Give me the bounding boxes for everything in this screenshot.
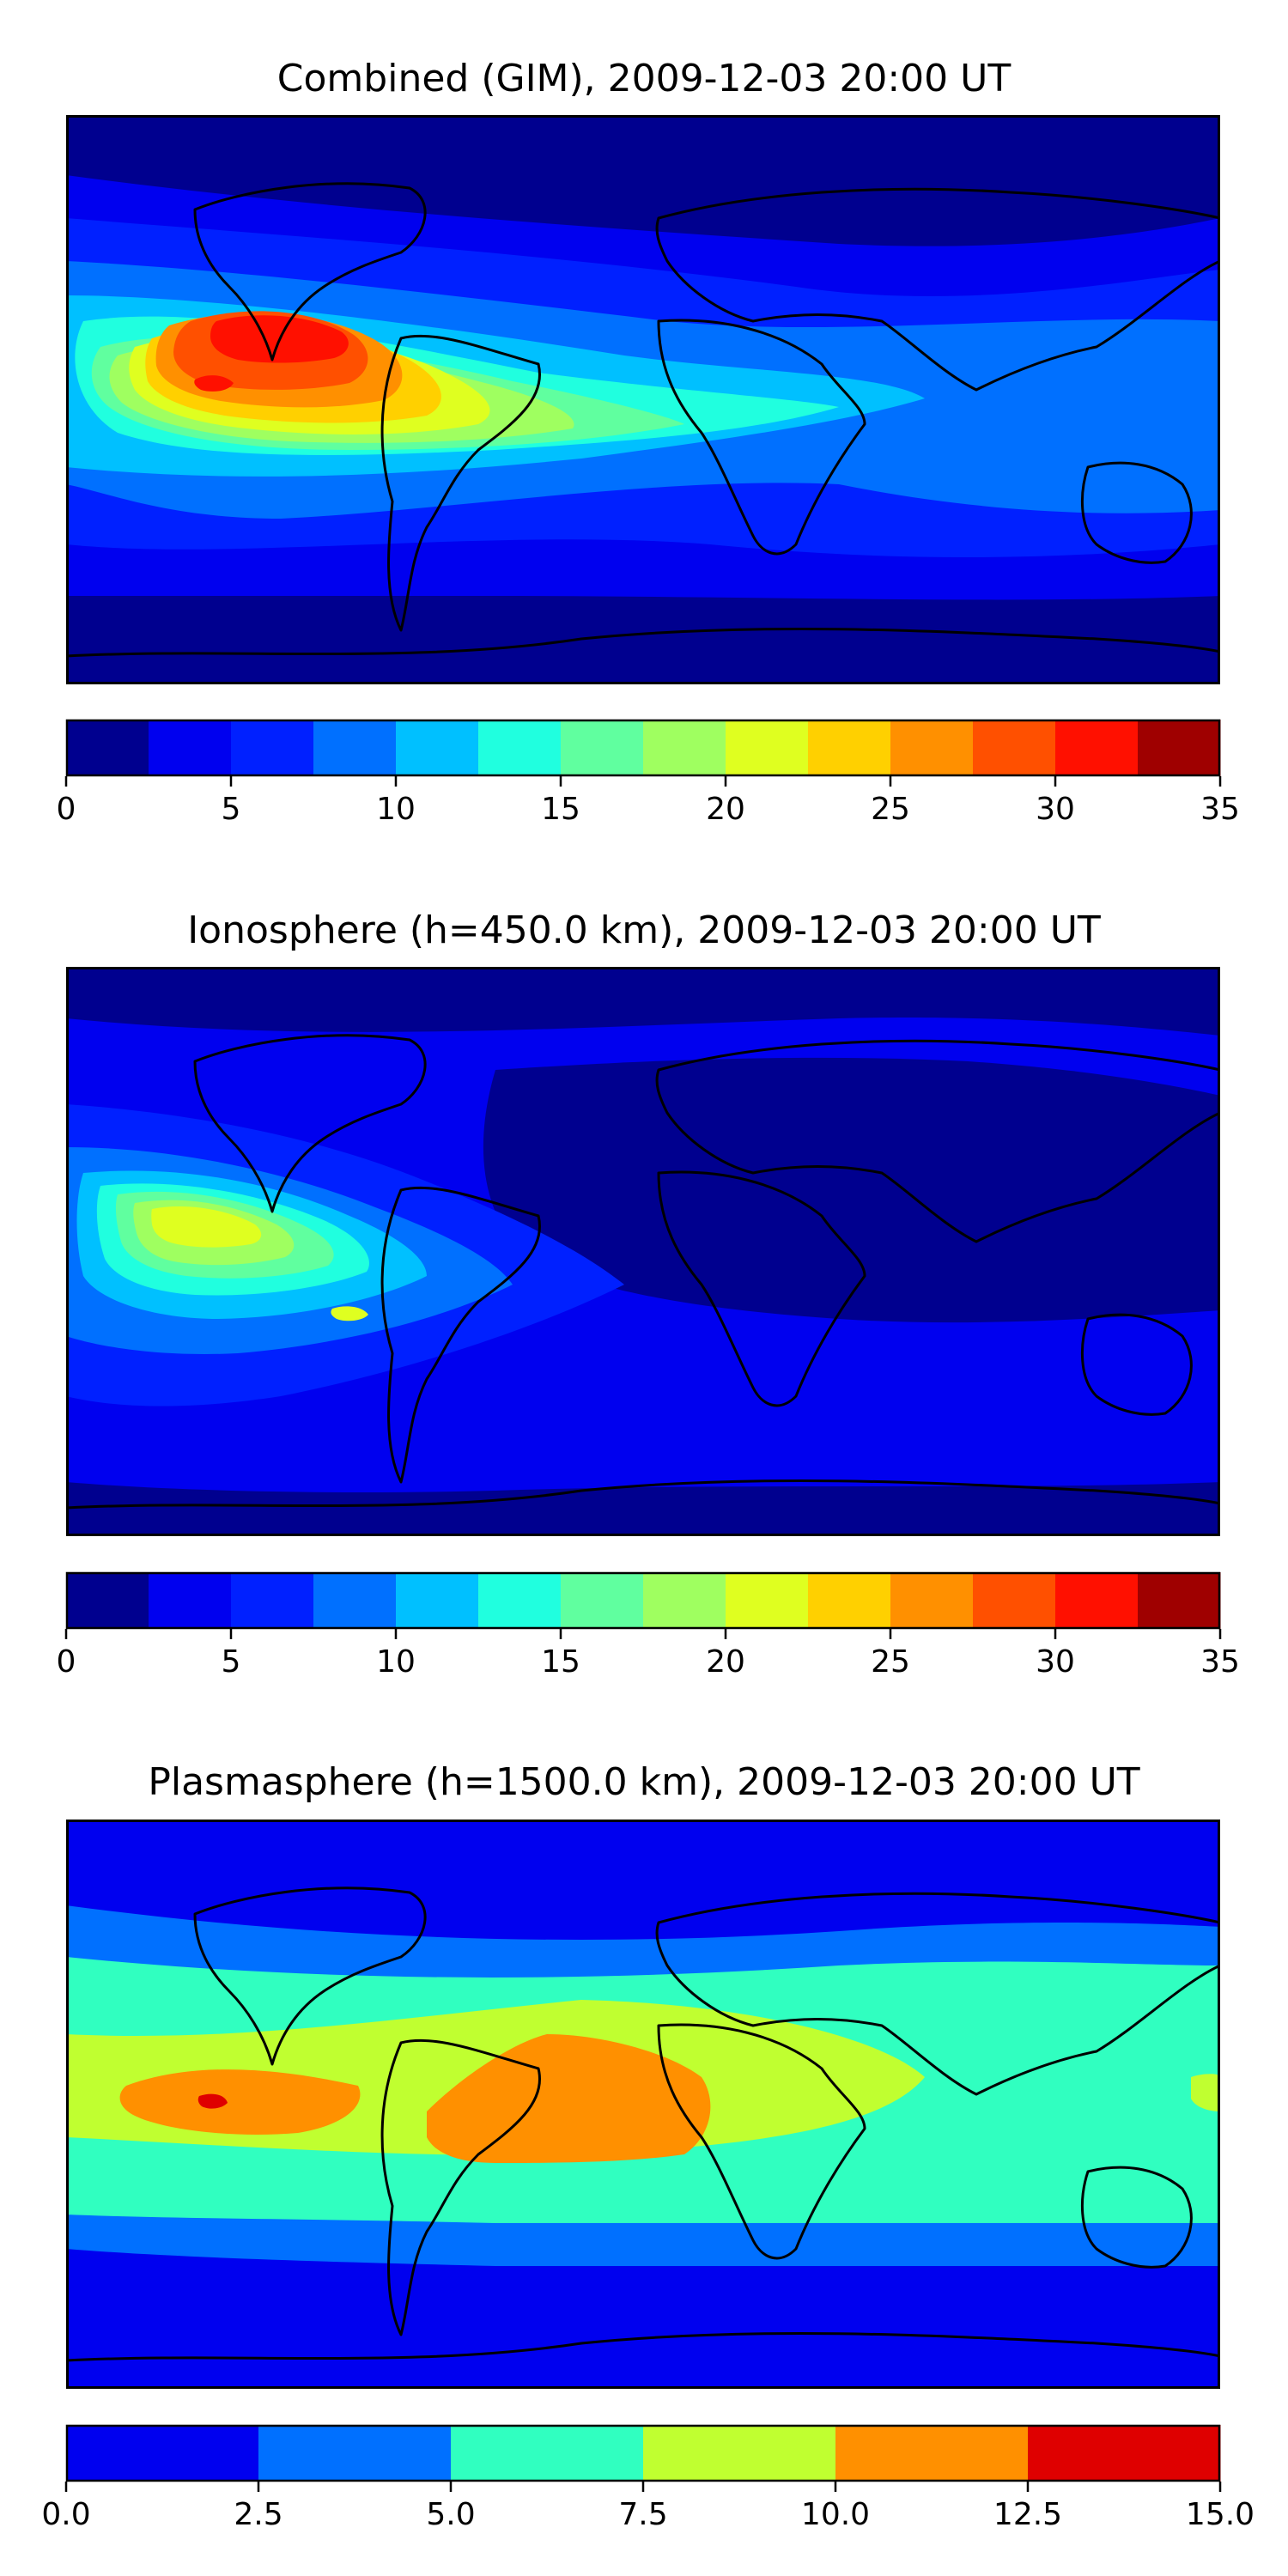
contour-fill-level-8 (151, 1206, 368, 1321)
colorbar-segment (396, 720, 479, 776)
colorbar-tick-label: 20 (706, 1644, 745, 1680)
coastline (193, 182, 427, 361)
map-frame (66, 115, 1220, 684)
colorbar-segment (1138, 1572, 1221, 1629)
colorbar-segment (726, 1572, 809, 1629)
coastline (657, 1170, 866, 1407)
colorbar-segment (1028, 2425, 1221, 2482)
coastline (66, 627, 1220, 684)
colorbar-tick-label: 30 (1036, 792, 1075, 827)
colorbar-tick-label: 15 (541, 792, 580, 827)
coastline (657, 319, 866, 556)
colorbar-segment (808, 1572, 891, 1629)
coastline (1080, 1313, 1193, 1416)
chart-title: Plasmasphere (h=1500.0 km), 2009-12-03 2… (148, 1760, 1140, 1804)
colorbar-segment (973, 1572, 1056, 1629)
colorbar-segment (561, 1572, 644, 1629)
colorbar-segment (313, 720, 397, 776)
coastline (1080, 2166, 1193, 2269)
colorbar-tick-label: 12.5 (993, 2497, 1062, 2532)
colorbar-segment (66, 2425, 259, 2482)
colorbar: 0 5 10 15 20 25 30 35 (57, 1571, 1240, 1680)
coastline (380, 334, 541, 632)
colorbar-segment (396, 1572, 479, 1629)
colorbar-segment (66, 720, 149, 776)
colorbar-tick-label: 25 (871, 1644, 910, 1680)
colorbar-segment (1138, 720, 1221, 776)
colorbar-segment (643, 1572, 726, 1629)
coastline (193, 1034, 427, 1213)
colorbar-tick-label: 5.0 (426, 2497, 475, 2532)
colorbar-tick-label: 2.5 (234, 2497, 283, 2532)
colorbar-segment (451, 2425, 644, 2482)
colorbar-tick-label: 5 (222, 1644, 241, 1680)
contour-fill-level-5 (197, 2093, 228, 2109)
colorbar-segment (1055, 1572, 1139, 1629)
colorbar-segment (478, 1572, 562, 1629)
coastline (655, 187, 1220, 392)
coastline (1080, 461, 1193, 564)
colorbar-segment (231, 1572, 314, 1629)
colorbar-segment (643, 720, 726, 776)
colorbar-segment (890, 720, 974, 776)
chart-title: Combined (GIM), 2009-12-03 20:00 UT (276, 57, 1012, 100)
colorbar-segment (726, 720, 809, 776)
colorbar-segment (231, 720, 314, 776)
colorbar-segment (258, 2425, 452, 2482)
colorbar-tick-label: 25 (871, 792, 910, 827)
coastline (66, 2331, 1220, 2389)
colorbar-tick-label: 0 (57, 792, 76, 827)
colorbar-segment (1055, 720, 1139, 776)
colorbar-tick-label: 10 (376, 1644, 416, 1680)
colorbar-tick-label: 35 (1200, 792, 1240, 827)
colorbar-segment (149, 720, 232, 776)
colorbar-segment (808, 720, 891, 776)
coastline (655, 1892, 1220, 2096)
colorbar-tick-label: 35 (1200, 1644, 1240, 1680)
colorbar-frame (65, 719, 1221, 777)
colorbar-segment (973, 720, 1056, 776)
colorbar-tick-label: 15 (541, 1644, 580, 1680)
coastline (66, 1479, 1220, 1536)
colorbar-segment (643, 2425, 836, 2482)
colorbar-frame (65, 2424, 1221, 2482)
coastline (380, 1186, 541, 1484)
coastline (380, 2038, 541, 2336)
colorbar: 0 5 10 15 20 25 30 35 (57, 719, 1240, 827)
colorbar-tick-label: 10.0 (801, 2497, 870, 2532)
coastline (655, 1039, 1220, 1243)
colorbar-segment (561, 720, 644, 776)
colorbar-segment (66, 1572, 149, 1629)
chart-title: Ionosphere (h=450.0 km), 2009-12-03 20:0… (187, 908, 1101, 952)
colorbar-tick-label: 20 (706, 792, 745, 827)
colorbar-tick-label: 15.0 (1186, 2497, 1255, 2532)
contour-map (66, 967, 1220, 1536)
colorbar-tick-label: 10 (376, 792, 416, 827)
colorbar-frame (65, 1571, 1221, 1630)
map-frame (66, 1820, 1220, 2389)
colorbar-tick-label: 30 (1036, 1644, 1075, 1680)
colorbar-segment (478, 720, 562, 776)
colorbar-segment (890, 1572, 974, 1629)
contour-fill-level-0 (483, 1057, 1220, 1323)
coastline (193, 1886, 427, 2066)
contour-map (66, 115, 1220, 684)
colorbar-segment (313, 1572, 397, 1629)
colorbar-tick-label: 7.5 (618, 2497, 667, 2532)
map-frame (66, 967, 1220, 1536)
colorbar-tick-label: 5 (222, 792, 241, 827)
contour-map (66, 1820, 1220, 2389)
colorbar-tick-label: 0 (57, 1644, 76, 1680)
colorbar-segment (149, 1572, 232, 1629)
colorbar: 0.0 2.5 5.0 7.5 10.0 12.5 15.0 (41, 2424, 1255, 2532)
colorbar-tick-label: 0.0 (41, 2497, 90, 2532)
contour-fill-level-4 (119, 2034, 711, 2163)
colorbar-segment (835, 2425, 1029, 2482)
coastline (657, 2023, 866, 2260)
